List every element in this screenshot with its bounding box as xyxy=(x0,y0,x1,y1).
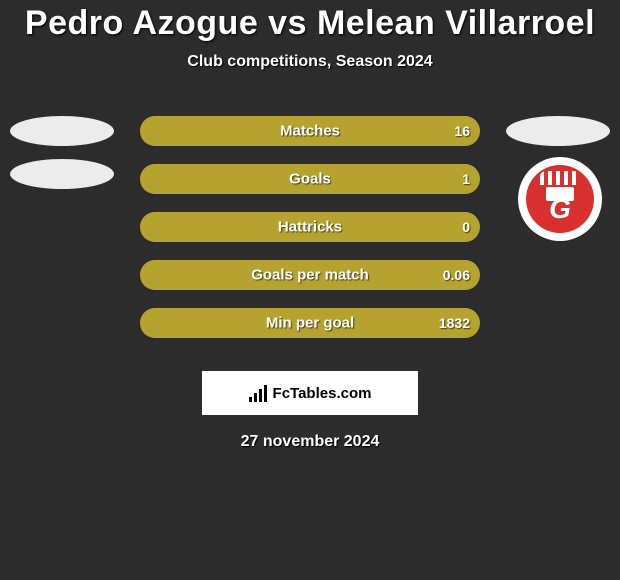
crest-letter: G xyxy=(549,193,571,225)
stat-row: G Hattricks 0 xyxy=(0,203,620,251)
brand-box: FcTables.com xyxy=(202,371,418,415)
stat-bar: Hattricks 0 xyxy=(140,212,480,242)
stat-bar-fill-right xyxy=(140,116,480,146)
stat-row: Goals per match 0.06 xyxy=(0,251,620,299)
club-crest-inner: G xyxy=(526,165,594,233)
stat-bar: Min per goal 1832 xyxy=(140,308,480,338)
stat-bar: Goals per match 0.06 xyxy=(140,260,480,290)
crest-ornament-icon xyxy=(540,171,580,185)
stat-bar: Matches 16 xyxy=(140,116,480,146)
player-right-placeholder xyxy=(506,116,610,146)
player-left-placeholder xyxy=(10,116,114,146)
brand-label: FcTables.com xyxy=(273,385,372,402)
player-left-placeholder xyxy=(10,159,114,189)
date-text: 27 november 2024 xyxy=(0,433,620,451)
stat-row: Min per goal 1832 xyxy=(0,299,620,347)
page-title: Pedro Azogue vs Melean Villarroel xyxy=(0,4,620,43)
club-crest-right: G xyxy=(518,157,602,241)
stat-bar: Goals 1 xyxy=(140,164,480,194)
page-subtitle: Club competitions, Season 2024 xyxy=(0,53,620,71)
stat-bar-fill-right xyxy=(140,260,480,290)
comparison-card: Pedro Azogue vs Melean Villarroel Club c… xyxy=(0,0,620,580)
brand-bars-icon xyxy=(249,384,267,402)
stat-row: Matches 16 xyxy=(0,107,620,155)
stat-bar-fill-right xyxy=(140,212,480,242)
stat-bar-fill-right xyxy=(140,164,480,194)
stat-bar-fill-right xyxy=(140,308,480,338)
